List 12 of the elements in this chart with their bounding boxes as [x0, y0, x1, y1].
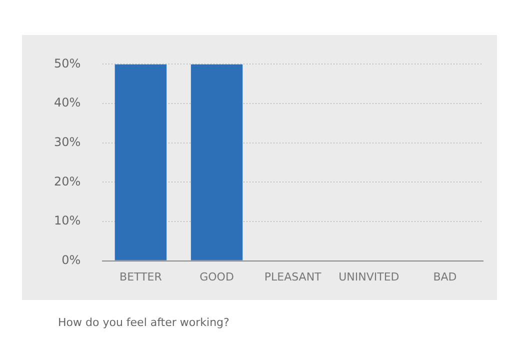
y-tick-label: 10%	[54, 214, 81, 228]
y-tick-label: 40%	[54, 96, 81, 110]
y-tick-label: 50%	[54, 56, 81, 70]
x-tick-label: BETTER	[120, 270, 162, 284]
x-tick-label: GOOD	[200, 270, 234, 284]
x-tick-label: UNINVITED	[338, 270, 400, 284]
text: How do you feel after working?	[58, 316, 230, 329]
y-tick-label: 0%	[62, 252, 81, 267]
x-tick-label: PLEASANT	[264, 270, 322, 284]
y-tick-label: 30%	[54, 134, 81, 149]
y-tick-label: 20%	[54, 174, 81, 188]
x-tick-label: BAD	[433, 270, 457, 284]
